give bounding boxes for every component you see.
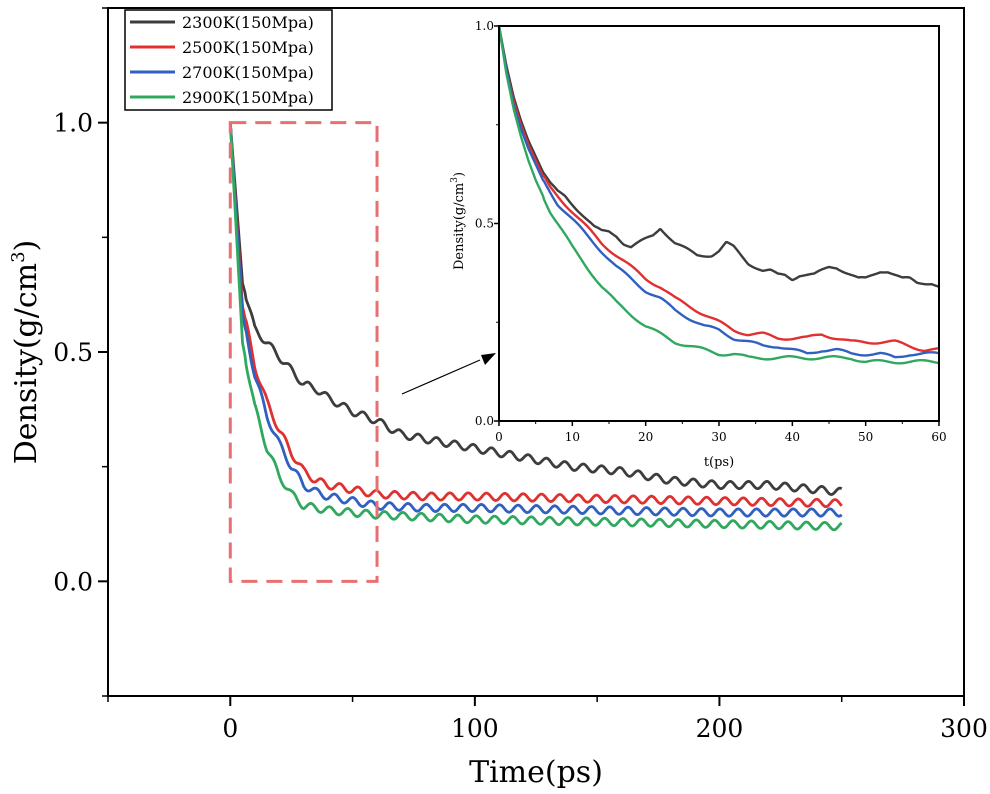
inset-x-tick-label: 40: [785, 430, 800, 444]
main-y-axis-label-close: ): [9, 240, 44, 252]
main-y-axis-label-exp: 3: [8, 251, 29, 262]
legend: 2300K(150Mpa) 2500K(150Mpa) 2700K(150Mpa) 2…: [124, 9, 333, 111]
zoom-arrow-line: [401, 359, 481, 395]
inset-y-axis-label-close: ): [452, 172, 467, 177]
main-y-tick-label: 1.0: [53, 109, 93, 138]
inset-series-group: [497, 25, 940, 365]
inset-x-tick-label: 30: [711, 430, 726, 444]
legend-label: 2500K(150Mpa): [182, 38, 314, 57]
inset-y-axis-label-text: Density(g/cm: [452, 183, 467, 270]
main-y-axis-label-text: Density(g/cm: [9, 263, 44, 464]
main-x-tick-label: 100: [451, 714, 499, 743]
main-x-axis-label: Time(ps): [469, 755, 603, 790]
inset-series-line-2900k: [497, 25, 940, 365]
main-x-tick-label: 300: [940, 714, 988, 743]
inset-x-tick-label: 50: [858, 430, 873, 444]
legend-box: [124, 9, 333, 111]
inset-x-axis-label: t(ps): [704, 455, 734, 470]
main-series-group: [228, 122, 843, 532]
main-x-tick-label: 200: [696, 714, 744, 743]
zoom-region-box: [228, 121, 379, 583]
main-x-tick-label: 0: [222, 714, 238, 743]
main-series-line-2900k: [228, 122, 843, 532]
inset-y-tick-label: 0.0: [475, 414, 494, 428]
inset-series-line-2500k: [497, 25, 940, 353]
legend-label: 2700K(150Mpa): [182, 63, 314, 82]
inset-y-tick-label: 1.0: [475, 19, 494, 33]
main-series-line-2700k: [228, 122, 843, 518]
inset-x-tick-label: 0: [495, 430, 503, 444]
inset-series-line-2700k: [497, 25, 940, 359]
legend-label: 2300K(150Mpa): [182, 13, 314, 32]
inset-y-axis-label-exp: 3: [450, 177, 460, 183]
main-series-line-2300k: [228, 122, 843, 496]
zoom-arrow-head: [481, 353, 496, 365]
main-plot-frame: [107, 7, 965, 697]
main-y-tick-label: 0.0: [53, 567, 93, 596]
legend-label: 2900K(150Mpa): [182, 88, 314, 107]
inset-y-tick-label: 0.5: [475, 217, 494, 231]
inset-x-tick-label: 60: [931, 430, 946, 444]
inset-series-line-2300k: [497, 25, 940, 288]
inset-x-tick-label: 20: [638, 430, 653, 444]
main-y-axis-label: Density(g/cm3): [8, 240, 44, 465]
inset-axis-ticks: 0 10 20 30 40 50 60 0.0 0.5 1.0: [475, 19, 947, 444]
inset-plot-frame: [498, 25, 940, 422]
main-y-tick-label: 0.5: [53, 338, 93, 367]
inset-background: [499, 26, 939, 421]
inset-y-axis-label: Density(g/cm3): [450, 172, 467, 270]
inset-x-tick-label: 10: [565, 430, 580, 444]
main-series-line-2500k: [228, 122, 843, 509]
